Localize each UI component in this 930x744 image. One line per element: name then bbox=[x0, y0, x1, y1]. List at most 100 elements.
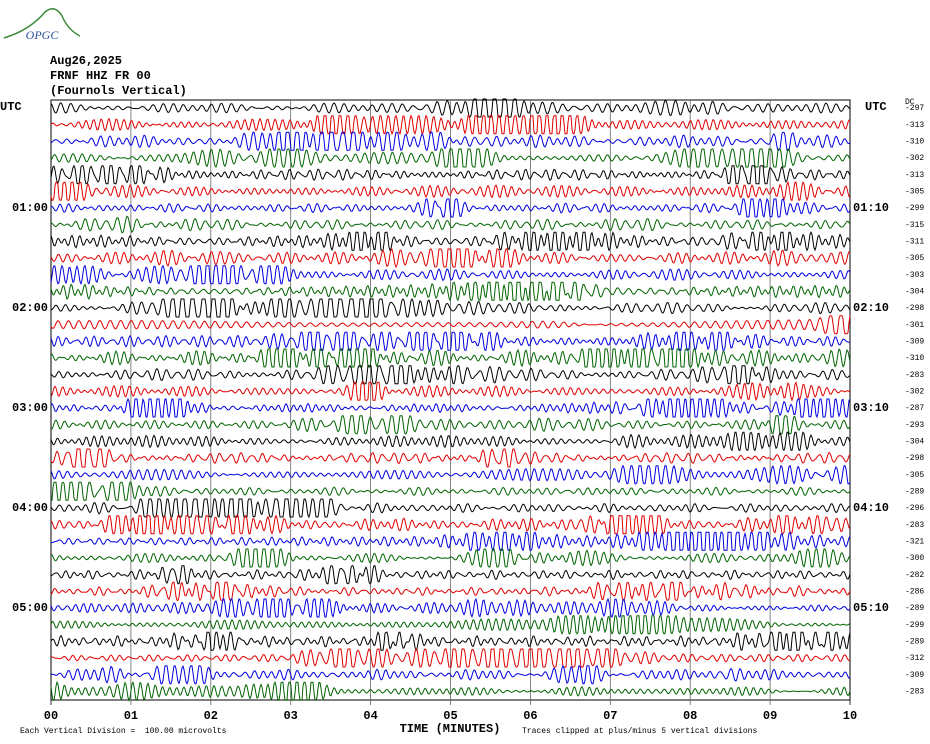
trace bbox=[50, 414, 851, 435]
trace bbox=[50, 464, 851, 485]
trace bbox=[50, 98, 851, 118]
trace bbox=[50, 264, 851, 286]
dc-offset: -310 bbox=[905, 137, 924, 146]
trace bbox=[50, 397, 851, 419]
dc-title: DC bbox=[905, 98, 915, 107]
trace bbox=[50, 331, 851, 352]
dc-offset: -289 bbox=[905, 487, 924, 496]
dc-offset: -305 bbox=[905, 254, 924, 263]
x-tick-label: 06 bbox=[523, 709, 537, 723]
trace bbox=[50, 514, 851, 535]
dc-offset: -286 bbox=[905, 587, 924, 596]
dc-offset: -283 bbox=[905, 521, 924, 530]
dc-offset: -298 bbox=[905, 454, 924, 463]
trace bbox=[50, 164, 851, 185]
x-tick-label: 10 bbox=[843, 709, 857, 723]
x-tick-label: 02 bbox=[204, 709, 218, 723]
dc-offset: -309 bbox=[905, 671, 924, 680]
dc-offset: -311 bbox=[905, 237, 924, 246]
dc-offset: -283 bbox=[905, 687, 924, 696]
trace bbox=[50, 281, 851, 302]
trace bbox=[50, 597, 851, 618]
dc-offset: -309 bbox=[905, 337, 924, 346]
dc-offset: -304 bbox=[905, 437, 924, 446]
dc-offset: -300 bbox=[905, 554, 924, 563]
right-time-label: 04:10 bbox=[853, 501, 889, 515]
dc-offset: -302 bbox=[905, 387, 924, 396]
x-tick-label: 01 bbox=[124, 709, 138, 723]
trace bbox=[50, 364, 851, 385]
trace bbox=[50, 565, 851, 585]
trace bbox=[50, 248, 851, 269]
right-time-label: 05:10 bbox=[853, 601, 889, 615]
left-time-label: 02:00 bbox=[12, 301, 48, 315]
trace bbox=[51, 197, 851, 218]
station: FRNF HHZ FR 00 bbox=[50, 69, 151, 83]
dc-offset: -287 bbox=[905, 404, 924, 413]
dc-offset: -299 bbox=[905, 621, 924, 630]
dc-offset: -297 bbox=[905, 104, 924, 113]
dc-offset: -315 bbox=[905, 221, 924, 230]
date: Aug26,2025 bbox=[50, 54, 122, 68]
trace bbox=[50, 431, 851, 452]
trace bbox=[50, 631, 851, 652]
dc-offset: -298 bbox=[905, 304, 924, 313]
left-time-label: 03:00 bbox=[12, 401, 48, 415]
dc-offset: -283 bbox=[905, 371, 924, 380]
dc-offset: -293 bbox=[905, 421, 924, 430]
left-title: UTC bbox=[0, 100, 22, 114]
dc-offset: -289 bbox=[905, 604, 924, 613]
trace bbox=[50, 180, 851, 202]
trace bbox=[50, 148, 851, 169]
x-tick-label: 09 bbox=[763, 709, 777, 723]
x-tick-label: 05 bbox=[443, 709, 457, 723]
trace bbox=[50, 215, 851, 234]
right-time-label: 01:10 bbox=[853, 201, 889, 215]
dc-offset: -313 bbox=[905, 171, 924, 180]
trace bbox=[50, 297, 851, 318]
trace bbox=[50, 531, 851, 552]
trace bbox=[50, 647, 851, 668]
x-tick-label: 07 bbox=[603, 709, 617, 723]
dc-offset: -305 bbox=[905, 187, 924, 196]
dc-offset: -301 bbox=[905, 321, 924, 330]
trace bbox=[50, 498, 851, 519]
trace bbox=[50, 448, 851, 468]
dc-offset: -312 bbox=[905, 654, 924, 663]
left-time-label: 01:00 bbox=[12, 201, 48, 215]
trace bbox=[50, 315, 851, 335]
dc-offset: -302 bbox=[905, 154, 924, 163]
component: (Fournols Vertical) bbox=[50, 84, 187, 98]
dc-offset: -303 bbox=[905, 271, 924, 280]
clip-note: Traces clipped at plus/minus 5 vertical … bbox=[522, 727, 757, 736]
right-time-label: 03:10 bbox=[853, 401, 889, 415]
dc-offset: -321 bbox=[905, 537, 924, 546]
x-title: TIME (MINUTES) bbox=[400, 722, 501, 736]
trace bbox=[50, 680, 851, 702]
left-time-label: 04:00 bbox=[12, 501, 48, 515]
x-tick-label: 04 bbox=[363, 709, 377, 723]
trace bbox=[50, 131, 851, 152]
trace bbox=[50, 347, 851, 369]
trace bbox=[51, 481, 851, 501]
dc-offset: -313 bbox=[905, 121, 924, 130]
trace bbox=[50, 581, 851, 602]
dc-offset: -282 bbox=[905, 571, 924, 580]
logo-arc bbox=[3, 8, 81, 39]
left-time-label: 05:00 bbox=[12, 601, 48, 615]
dc-offset: -289 bbox=[905, 637, 924, 646]
trace bbox=[50, 548, 851, 569]
scale-note: Each Vertical Division = 100.00 microvol… bbox=[20, 727, 227, 736]
trace bbox=[50, 231, 851, 252]
trace bbox=[50, 381, 851, 402]
dc-offset: -304 bbox=[905, 287, 924, 296]
trace bbox=[50, 114, 851, 136]
dc-offset: -296 bbox=[905, 504, 924, 513]
trace bbox=[50, 614, 851, 636]
x-tick-label: 08 bbox=[683, 709, 697, 723]
dc-offset: -299 bbox=[905, 204, 924, 213]
x-tick-label: 00 bbox=[44, 709, 58, 723]
x-tick-label: 03 bbox=[283, 709, 297, 723]
